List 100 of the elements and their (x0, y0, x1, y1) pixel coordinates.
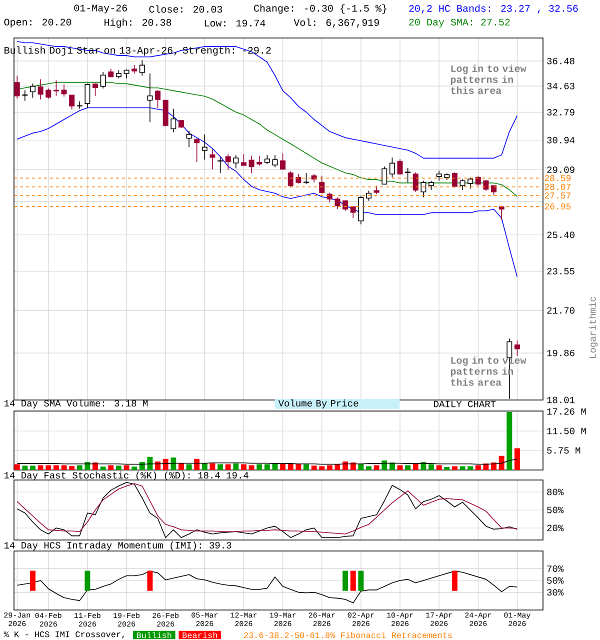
candlestick (326, 192, 332, 203)
y-tick-label: 25.40 (547, 232, 574, 238)
bar (124, 465, 130, 470)
bar (76, 465, 82, 470)
bar (248, 465, 254, 470)
y-tick-label: 30% (547, 589, 564, 596)
y-tick-label: 80% (547, 488, 564, 496)
bar (202, 463, 208, 470)
candlestick (233, 154, 239, 169)
bar (460, 466, 466, 470)
candlestick (92, 82, 98, 96)
y-tick-label: 30.94 (547, 136, 575, 144)
candlestick (194, 138, 200, 162)
y-tick-label: 29.09 (547, 166, 574, 173)
candlestick (436, 170, 442, 182)
candlestick (389, 157, 395, 178)
y-tick-label: 17.26 M (547, 408, 586, 415)
bar (38, 465, 44, 470)
text: Close: 20.03 (149, 5, 222, 13)
chart-title: 14 Day Fast Stochastic (%K) (%D): 18.4 19.4 (4, 472, 248, 480)
bar (326, 465, 332, 470)
text: 20 Day SMA: 27.52 (409, 18, 510, 28)
candlestick (397, 158, 403, 175)
candlestick (147, 73, 153, 123)
bar (69, 466, 75, 470)
bar (397, 465, 403, 470)
candlestick (303, 172, 309, 185)
candlestick (358, 195, 364, 225)
candlestick (186, 130, 192, 148)
candlestick (280, 152, 286, 170)
candlestick (272, 154, 278, 168)
y-tick-label: 70% (547, 565, 564, 572)
bar (116, 466, 122, 470)
candlestick (69, 94, 75, 110)
candlestick (22, 90, 28, 102)
bar (233, 464, 239, 470)
annotation: Volume By Price (278, 400, 358, 408)
bar (155, 462, 161, 470)
bar (382, 460, 388, 470)
text: 23.6-38.2-50-61.8% Fibonacci Retracements (244, 632, 452, 638)
bar (186, 464, 192, 470)
candlestick (428, 180, 434, 191)
candlestick (218, 156, 224, 174)
bar (108, 465, 114, 470)
legend-title: % K - HCS IMI Crossover, (4, 631, 124, 639)
bar (475, 465, 481, 470)
candlestick (483, 180, 489, 192)
text: 01-May-26 (74, 4, 127, 14)
bar (61, 465, 67, 470)
chart-title: 14 Day HCS Intraday Momentum (IMI): 39.3 (4, 542, 232, 550)
bar (132, 466, 138, 470)
text: Low: 19.74 (204, 20, 266, 27)
bar (147, 456, 153, 470)
y-tick-label: 50% (547, 577, 564, 584)
bar (412, 464, 418, 470)
text: Bullish (136, 632, 172, 638)
candlestick (382, 166, 388, 186)
candlestick (210, 148, 216, 170)
ref-line-label: 28.59 (544, 175, 571, 182)
y-tick-label: 20% (547, 524, 564, 532)
bar (304, 464, 309, 470)
candlestick (319, 175, 325, 194)
annotation: Log in to view patterns in this area (450, 64, 526, 94)
y-tick-label: 36.48 (547, 58, 574, 64)
candlestick (460, 178, 466, 191)
text: Vol: 6,367,919 (294, 18, 379, 28)
candlestick (100, 71, 106, 89)
candlestick (334, 197, 340, 210)
candlestick (225, 154, 231, 170)
bar (256, 464, 262, 470)
candlestick (498, 205, 504, 220)
text: Open: 20.20 (4, 18, 72, 28)
bar (218, 464, 224, 470)
bar (319, 466, 325, 470)
bar (468, 466, 474, 470)
bar (46, 465, 52, 470)
candlestick (76, 100, 82, 110)
candlestick (14, 75, 20, 99)
candlestick (491, 185, 497, 196)
bar (264, 464, 270, 470)
candlestick (84, 83, 90, 108)
bar (428, 464, 434, 470)
bar (374, 465, 380, 470)
ref-line-label: 27.57 (544, 192, 571, 199)
bar (514, 448, 520, 470)
y-tick-label: 21.70 (547, 307, 574, 314)
ref-line-label: 26.95 (544, 203, 571, 210)
candlestick (139, 60, 145, 76)
y-tick-label: 19.86 (547, 350, 574, 356)
candlestick (412, 172, 418, 192)
candlestick (155, 90, 161, 108)
bar (498, 456, 504, 470)
bar (405, 465, 411, 470)
candlestick (475, 175, 481, 186)
text: High: 20.38 (104, 18, 172, 28)
y-tick-label: 11.50 M (547, 428, 586, 434)
bar (436, 465, 442, 470)
bar (311, 466, 317, 470)
chart-title: 14 Day SMA Volume: 3.18 M (4, 400, 148, 408)
bar (178, 463, 184, 470)
